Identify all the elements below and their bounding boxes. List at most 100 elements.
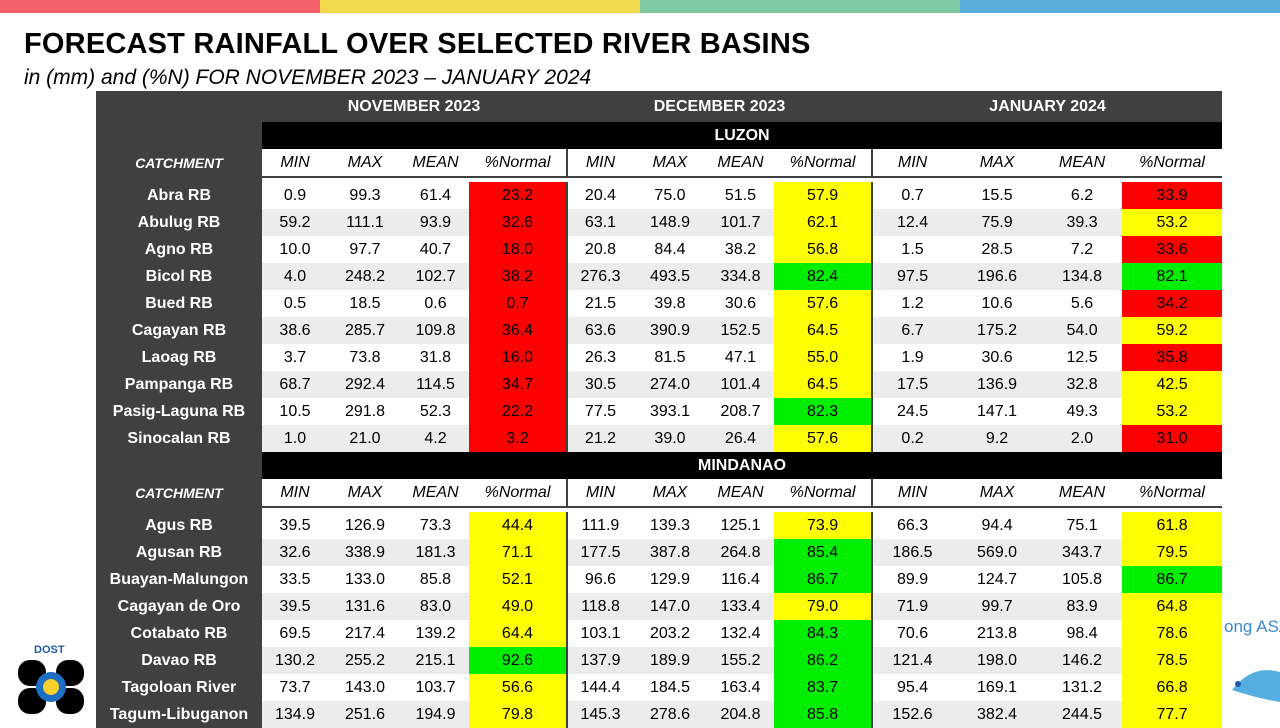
min-cell: 137.9 [566, 647, 633, 674]
max-cell: 382.4 [952, 701, 1043, 728]
max-cell: 255.2 [328, 647, 402, 674]
max-cell: 30.6 [952, 344, 1043, 371]
max-cell: 217.4 [328, 620, 402, 647]
basin-name: Cotabato RB [96, 620, 262, 647]
percent-normal-cell: 31.0 [1122, 425, 1223, 452]
table-row: Abra RB 0.9 99.3 61.4 23.2 20.4 75.0 51.5 57.9 0.… [96, 182, 1223, 209]
column-header-mean: MEAN [402, 479, 469, 508]
basin-name: Tagoloan River [96, 674, 262, 701]
month-header: DECEMBER 2023 [565, 91, 873, 122]
min-cell: 20.8 [566, 236, 633, 263]
subheader-row: CATCHMENT MIN MAX MEAN %Normal MIN MAX MEAN %Nor… [96, 149, 1223, 178]
mean-cell: 40.7 [402, 236, 469, 263]
min-cell: 152.6 [871, 701, 953, 728]
max-cell: 175.2 [952, 317, 1043, 344]
min-cell: 95.4 [871, 674, 953, 701]
pagasa-logo-text: ong ASA [1224, 617, 1280, 636]
mean-cell: 73.3 [402, 512, 469, 539]
percent-normal-cell: 35.8 [1122, 344, 1223, 371]
max-cell: 75.0 [633, 182, 707, 209]
table-row: Bicol RB 4.0 248.2 102.7 38.2 276.3 493.5 334.8… [96, 263, 1223, 290]
basin-name: Bicol RB [96, 263, 262, 290]
column-header-min: MIN [566, 479, 633, 508]
min-cell: 39.5 [262, 512, 328, 539]
max-cell: 251.6 [328, 701, 402, 728]
percent-normal-cell: 78.6 [1122, 620, 1223, 647]
percent-normal-cell: 86.2 [774, 647, 873, 674]
catchment-column-cell [96, 122, 262, 149]
mean-cell: 101.7 [707, 209, 774, 236]
mean-cell: 152.5 [707, 317, 774, 344]
percent-normal-cell: 86.7 [1122, 566, 1223, 593]
max-cell: 148.9 [633, 209, 707, 236]
max-cell: 196.6 [952, 263, 1043, 290]
percent-normal-cell: 56.6 [469, 674, 567, 701]
min-cell: 96.6 [566, 566, 633, 593]
percent-normal-cell: 79.0 [774, 593, 873, 620]
max-cell: 75.9 [952, 209, 1043, 236]
mean-cell: 244.5 [1042, 701, 1123, 728]
mean-cell: 181.3 [402, 539, 469, 566]
max-cell: 393.1 [633, 398, 707, 425]
percent-normal-cell: 73.9 [774, 512, 873, 539]
mean-cell: 101.4 [707, 371, 774, 398]
percent-normal-cell: 64.8 [1122, 593, 1223, 620]
mean-cell: 343.7 [1042, 539, 1123, 566]
column-header-pct-normal: %Normal [774, 149, 873, 178]
basin-name: Abulug RB [96, 209, 262, 236]
percent-normal-cell: 64.5 [774, 317, 873, 344]
column-header-mean: MEAN [1042, 149, 1123, 178]
min-cell: 63.6 [566, 317, 633, 344]
min-cell: 144.4 [566, 674, 633, 701]
page-subtitle: in (mm) and (%N) FOR NOVEMBER 2023 – JAN… [24, 66, 592, 89]
min-cell: 71.9 [871, 593, 953, 620]
min-cell: 70.6 [871, 620, 953, 647]
max-cell: 147.1 [952, 398, 1043, 425]
min-cell: 89.9 [871, 566, 953, 593]
max-cell: 15.5 [952, 182, 1043, 209]
percent-normal-cell: 16.0 [469, 344, 567, 371]
max-cell: 129.9 [633, 566, 707, 593]
max-cell: 18.5 [328, 290, 402, 317]
min-cell: 33.5 [262, 566, 328, 593]
percent-normal-cell: 83.7 [774, 674, 873, 701]
mean-cell: 39.3 [1042, 209, 1123, 236]
table-row: Agno RB 10.0 97.7 40.7 18.0 20.8 84.4 38.2 56.8 1… [96, 236, 1223, 263]
percent-normal-cell: 64.4 [469, 620, 567, 647]
max-cell: 274.0 [633, 371, 707, 398]
percent-normal-cell: 22.2 [469, 398, 567, 425]
min-cell: 0.9 [262, 182, 328, 209]
min-cell: 39.5 [262, 593, 328, 620]
percent-normal-cell: 38.2 [469, 263, 567, 290]
mean-cell: 4.2 [402, 425, 469, 452]
min-cell: 121.4 [871, 647, 953, 674]
max-cell: 213.8 [952, 620, 1043, 647]
min-cell: 1.2 [871, 290, 953, 317]
table-row: Laoag RB 3.7 73.8 31.8 16.0 26.3 81.5 47.1 55.0 1… [96, 344, 1223, 371]
mean-cell: 155.2 [707, 647, 774, 674]
mean-cell: 30.6 [707, 290, 774, 317]
catchment-label: CATCHMENT [96, 479, 262, 508]
min-cell: 111.9 [566, 512, 633, 539]
percent-normal-cell: 36.4 [469, 317, 567, 344]
catchment-column-cell [96, 507, 262, 512]
min-cell: 0.2 [871, 425, 953, 452]
mean-cell: 215.1 [402, 647, 469, 674]
pagasa-logo-icon: ong ASA [1224, 617, 1280, 702]
max-cell: 21.0 [328, 425, 402, 452]
mean-cell: 163.4 [707, 674, 774, 701]
mean-cell: 134.8 [1042, 263, 1123, 290]
percent-normal-cell: 42.5 [1122, 371, 1223, 398]
catchment-label: CATCHMENT [96, 149, 262, 178]
percent-normal-cell: 57.6 [774, 425, 873, 452]
percent-normal-cell: 3.2 [469, 425, 567, 452]
bar-segment-red [0, 0, 320, 13]
table-row: Cotabato RB 69.5 217.4 139.2 64.4 103.1 203.2 1… [96, 620, 1223, 647]
basin-name: Cagayan de Oro [96, 593, 262, 620]
percent-normal-cell: 34.2 [1122, 290, 1223, 317]
min-cell: 17.5 [871, 371, 953, 398]
percent-normal-cell: 55.0 [774, 344, 873, 371]
min-cell: 4.0 [262, 263, 328, 290]
table-row: Sinocalan RB 1.0 21.0 4.2 3.2 21.2 39.0 26.4 57.… [96, 425, 1223, 452]
max-cell: 99.7 [952, 593, 1043, 620]
